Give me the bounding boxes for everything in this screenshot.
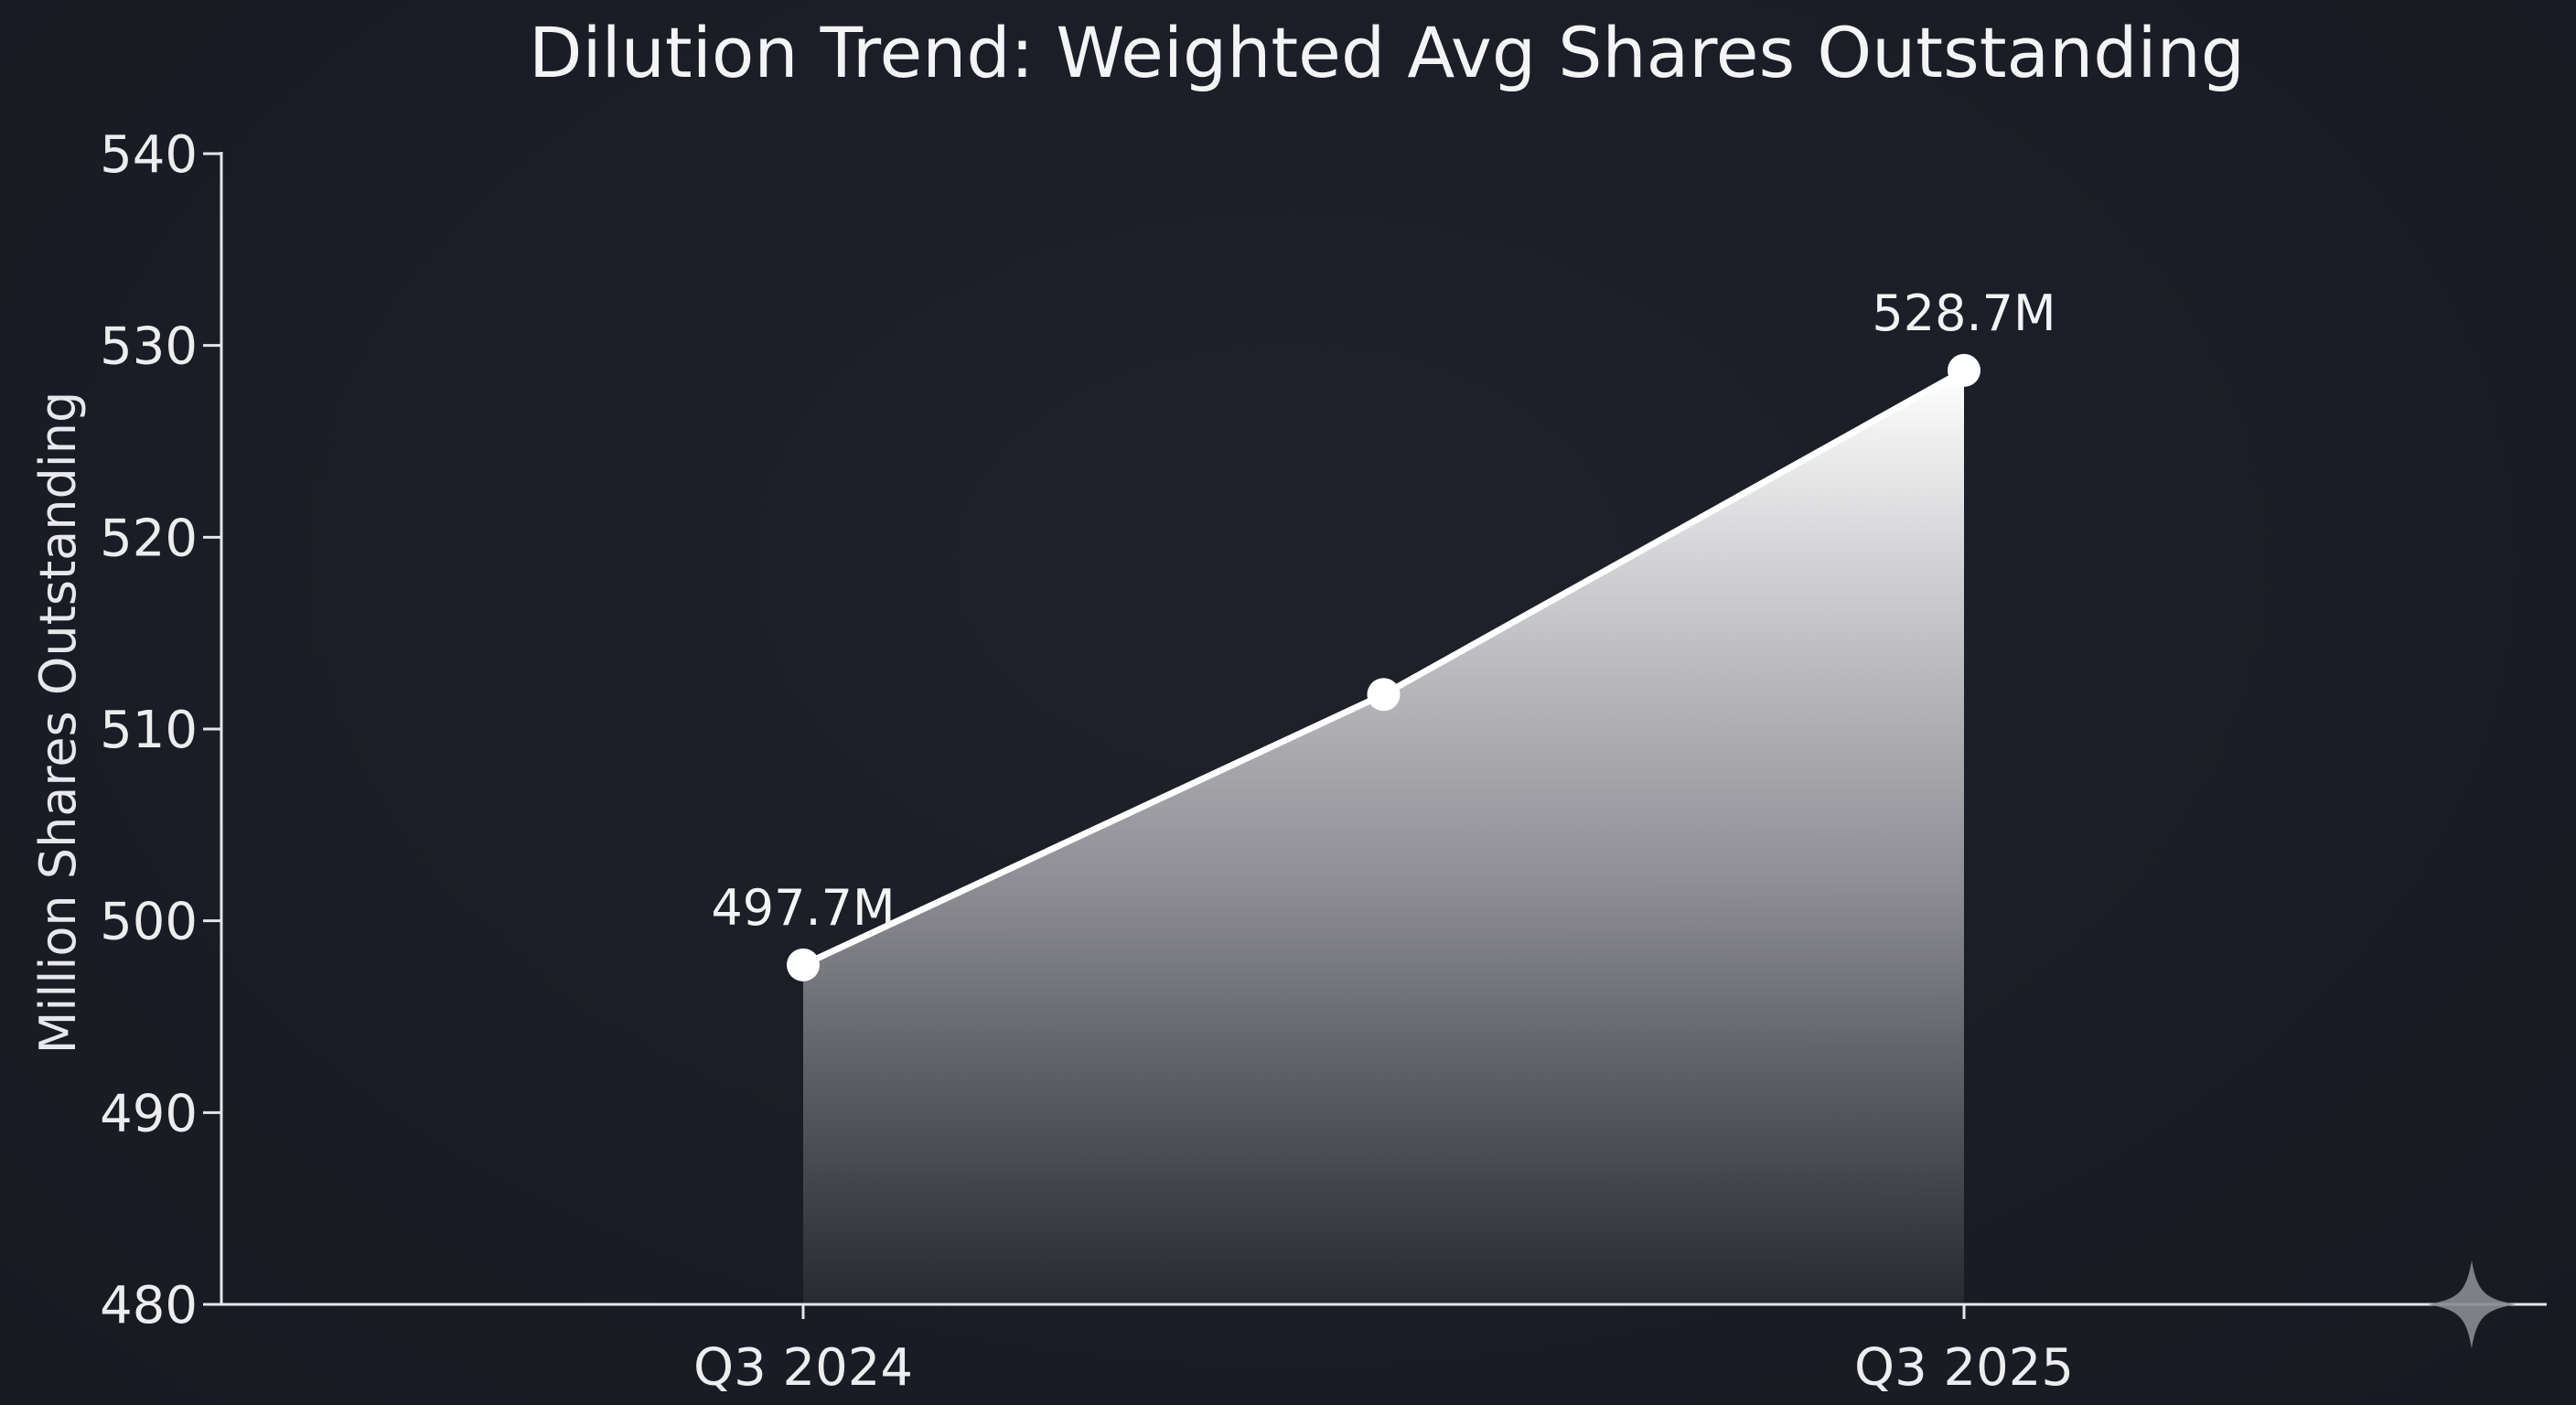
x-tick-label: Q3 2025 bbox=[1854, 1338, 2074, 1398]
area-layer bbox=[803, 370, 1964, 1304]
y-tick-label: 520 bbox=[100, 509, 198, 568]
data-labels: 497.7M 528.7M bbox=[711, 284, 2055, 937]
data-label: 528.7M bbox=[1872, 284, 2055, 342]
x-tick-label: Q3 2024 bbox=[693, 1338, 913, 1398]
data-points bbox=[787, 353, 1980, 981]
data-point bbox=[1367, 678, 1401, 712]
y-tick-label: 500 bbox=[100, 893, 198, 952]
data-point bbox=[1948, 353, 1980, 387]
y-tick-label: 480 bbox=[100, 1276, 198, 1335]
ticks: 480 490 500 510 520 530 540 Q3 2024 Q3 2025 bbox=[100, 125, 2074, 1398]
data-point bbox=[787, 948, 820, 981]
y-tick-label: 510 bbox=[100, 701, 198, 760]
area-fill bbox=[803, 370, 1964, 1304]
y-tick-label: 490 bbox=[100, 1084, 198, 1143]
y-tick-label: 540 bbox=[100, 125, 198, 185]
data-label: 497.7M bbox=[711, 879, 895, 937]
y-tick-label: 530 bbox=[100, 317, 198, 377]
sparkle-icon bbox=[2428, 1260, 2516, 1348]
chart-title: Dilution Trend: Weighted Avg Shares Outs… bbox=[529, 12, 2245, 93]
y-axis-label: Million Shares Outstanding bbox=[29, 391, 87, 1054]
